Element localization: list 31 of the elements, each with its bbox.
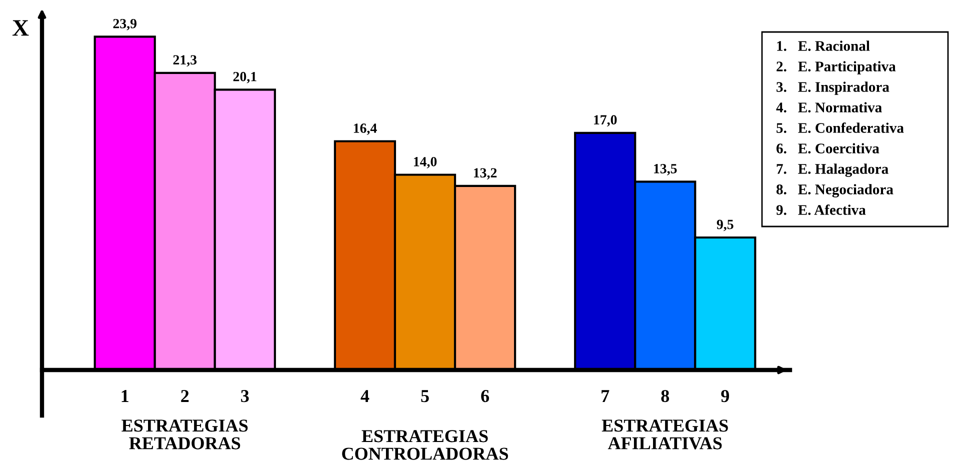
data-label: 21,3 — [173, 55, 197, 67]
x-tick-label: 4 — [360, 390, 370, 402]
annotation: 9. E. Afectiva — [776, 204, 866, 215]
annotation: 5. E. Confederativa — [776, 122, 904, 133]
data-label: 13,2 — [474, 168, 497, 180]
text: ESTRATEGIAS RETADORAS — [122, 420, 248, 450]
annotation: 6. E. Coercitiva — [776, 143, 880, 154]
annotation: 1. E. Racional — [777, 40, 870, 51]
annotation: 4. E. Normativa — [776, 102, 882, 112]
x-tick-label: 9 — [721, 390, 730, 402]
x-tick-label: 1 — [122, 390, 128, 402]
data-label: 13,5 — [654, 164, 677, 176]
y-axis-title: X — [12, 20, 29, 36]
x-tick-label: 7 — [602, 390, 610, 402]
x-tick-label: 6 — [481, 390, 490, 402]
x-tick-label: 5 — [421, 390, 429, 402]
text: ESTRATEGIAS AFILIATIVAS — [602, 420, 728, 450]
annotation: 8. E. Negociadora — [776, 184, 894, 198]
data-label: 20,1 — [233, 72, 256, 84]
x-tick-label: 3 — [241, 390, 249, 402]
data-label: 9,5 — [716, 220, 734, 232]
annotation: 2. E. Participativa — [776, 61, 896, 74]
x-tick-label: 2 — [181, 390, 189, 402]
data-label: 23,9 — [113, 18, 136, 30]
data-label: 17,0 — [594, 115, 617, 127]
data-label: 16,4 — [354, 124, 377, 135]
data-label: 14,0 — [414, 156, 437, 168]
x-tick-label: 8 — [661, 390, 670, 402]
annotation: 3. E. Inspiradora — [776, 82, 890, 95]
annotation: 7. E. Halagadora — [776, 164, 888, 177]
text: ESTRATEGIAS CONTROLADORAS — [342, 430, 508, 460]
